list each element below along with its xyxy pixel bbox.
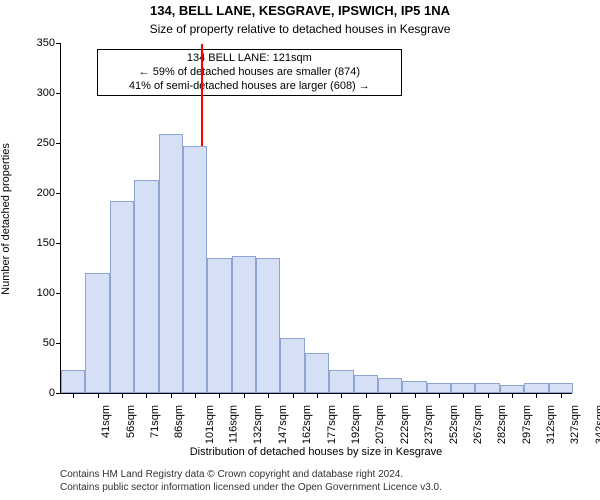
x-tick-mark [171, 393, 172, 398]
x-tick-mark [146, 393, 147, 398]
histogram-bar [232, 256, 256, 393]
plot-area: 134 BELL LANE: 121sqm ← 59% of detached … [60, 44, 572, 394]
annotation-line-1: 134 BELL LANE: 121sqm [104, 52, 395, 66]
annotation-line-2: ← 59% of detached houses are smaller (87… [104, 66, 395, 80]
x-tick-mark [561, 393, 562, 398]
histogram-bar [85, 273, 109, 393]
histogram-bar [524, 383, 548, 393]
x-tick-label: 297sqm [521, 405, 533, 444]
x-tick-label: 282sqm [496, 405, 508, 444]
x-tick-label: 132sqm [253, 405, 265, 444]
histogram-bar [475, 383, 499, 393]
histogram-bar [378, 378, 402, 393]
x-tick-mark [73, 393, 74, 398]
x-tick-label: 71sqm [149, 405, 161, 438]
footnote: Contains HM Land Registry data © Crown c… [60, 468, 442, 494]
x-tick-mark [195, 393, 196, 398]
y-tick-label: 50 [43, 337, 61, 349]
x-tick-mark [268, 393, 269, 398]
y-tick-label: 100 [37, 287, 61, 299]
x-tick-label: 222sqm [399, 405, 411, 444]
x-tick-mark [439, 393, 440, 398]
x-axis-label: Distribution of detached houses by size … [60, 446, 572, 458]
histogram-bar [305, 353, 329, 393]
histogram-bar [183, 146, 207, 393]
histogram-bar [500, 385, 524, 393]
histogram-bar [207, 258, 231, 393]
x-tick-label: 312sqm [545, 405, 557, 444]
x-tick-mark [317, 393, 318, 398]
x-tick-label: 192sqm [350, 405, 362, 444]
x-tick-mark [390, 393, 391, 398]
x-tick-label: 267sqm [472, 405, 484, 444]
histogram-bar [110, 201, 134, 393]
histogram-bar [427, 383, 451, 393]
x-tick-label: 177sqm [326, 405, 338, 444]
x-tick-mark [488, 393, 489, 398]
x-tick-label: 86sqm [173, 405, 185, 438]
histogram-bar [280, 338, 304, 393]
histogram-bar [329, 370, 353, 393]
y-tick-label: 150 [37, 237, 61, 249]
annotation-box: 134 BELL LANE: 121sqm ← 59% of detached … [97, 49, 402, 96]
x-tick-mark [293, 393, 294, 398]
x-tick-mark [219, 393, 220, 398]
chart-title: 134, BELL LANE, KESGRAVE, IPSWICH, IP5 1… [0, 3, 600, 19]
x-tick-label: 56sqm [125, 405, 137, 438]
x-tick-mark [366, 393, 367, 398]
annotation-line-3: 41% of semi-detached houses are larger (… [104, 80, 395, 94]
y-tick-label: 200 [37, 187, 61, 199]
x-tick-label: 237sqm [423, 405, 435, 444]
histogram-bar [402, 381, 426, 393]
histogram-bar [134, 180, 158, 393]
histogram-bar [354, 375, 378, 393]
histogram-bar [256, 258, 280, 393]
chart-subtitle: Size of property relative to detached ho… [0, 22, 600, 37]
x-tick-label: 116sqm [227, 405, 239, 443]
x-tick-label: 41sqm [100, 405, 112, 438]
histogram-bar [159, 134, 183, 393]
x-tick-label: 252sqm [448, 405, 460, 444]
x-tick-label: 162sqm [301, 405, 313, 444]
x-tick-mark [536, 393, 537, 398]
x-tick-mark [341, 393, 342, 398]
x-tick-label: 327sqm [570, 405, 582, 444]
x-tick-mark [463, 393, 464, 398]
y-axis-label: Number of detached properties [0, 44, 12, 394]
histogram-bar [451, 383, 475, 393]
x-tick-mark [122, 393, 123, 398]
x-tick-mark [512, 393, 513, 398]
x-tick-label: 207sqm [375, 405, 387, 444]
chart-container: 134, BELL LANE, KESGRAVE, IPSWICH, IP5 1… [0, 0, 600, 500]
x-tick-label: 101sqm [204, 405, 216, 444]
x-tick-label: 147sqm [277, 405, 289, 444]
footnote-line-2: Contains public sector information licen… [60, 481, 442, 494]
y-tick-label: 0 [49, 387, 61, 399]
footnote-line-1: Contains HM Land Registry data © Crown c… [60, 468, 442, 481]
histogram-bar [549, 383, 573, 393]
y-tick-label: 350 [37, 37, 61, 49]
x-tick-mark [415, 393, 416, 398]
x-tick-mark [244, 393, 245, 398]
histogram-bar [61, 370, 85, 393]
x-tick-mark [98, 393, 99, 398]
x-tick-label: 342sqm [594, 405, 600, 444]
y-tick-label: 250 [37, 137, 61, 149]
y-tick-label: 300 [37, 87, 61, 99]
